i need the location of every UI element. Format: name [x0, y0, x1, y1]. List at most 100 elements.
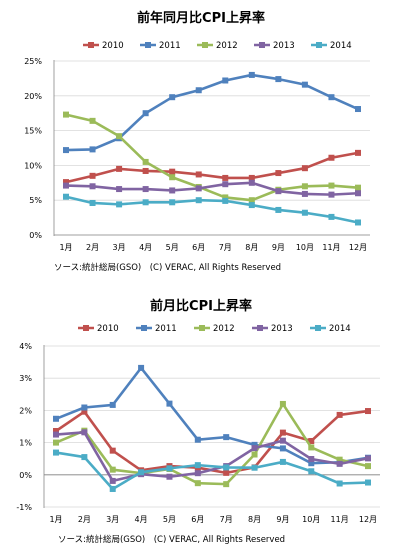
legend-entry-2012: 2012 [194, 324, 235, 334]
data-point [166, 465, 173, 472]
source-note: ソース:統計総局(GSO) (C) VERAC, All Rights Rese… [54, 262, 281, 273]
series-line [55, 366, 369, 465]
y-tick-label: 25% [24, 57, 42, 66]
data-point [308, 437, 315, 444]
data-point [109, 401, 116, 408]
data-point [248, 179, 255, 186]
data-point [89, 183, 96, 190]
data-point [223, 464, 230, 471]
legend-label: 2013 [273, 41, 295, 51]
data-point [169, 187, 176, 194]
data-point [328, 213, 335, 220]
y-tick-label: 15% [24, 127, 42, 136]
x-tick-label: 7月 [220, 515, 233, 524]
data-point [142, 186, 149, 193]
data-point [222, 197, 229, 204]
x-tick-label: 6月 [192, 243, 205, 252]
data-point [279, 429, 286, 436]
legend-swatch-marker [259, 42, 265, 48]
legend-entry-2013: 2013 [254, 41, 295, 51]
legend-swatch-marker [141, 325, 147, 331]
data-point [142, 167, 149, 174]
series-2012 [63, 111, 361, 204]
data-point [248, 197, 255, 204]
data-point [223, 469, 230, 476]
data-point [53, 415, 59, 422]
data-point [355, 149, 361, 156]
legend-entry-2010: 2010 [83, 41, 124, 51]
x-tick-label: 7月 [219, 243, 232, 252]
series-2014 [63, 193, 361, 226]
data-point [365, 479, 371, 486]
series-line [55, 430, 369, 483]
y-tick-label: 1% [19, 439, 32, 448]
x-tick-label: 11月 [322, 243, 340, 252]
data-point [169, 174, 176, 181]
legend-swatch-marker [88, 42, 94, 48]
chart-title: 前年同月比CPI上昇率 [137, 10, 265, 26]
data-point [336, 456, 343, 463]
data-point [89, 146, 96, 153]
legend-label: 2011 [155, 324, 177, 334]
data-point [53, 428, 59, 435]
data-point [169, 94, 176, 101]
legend-entry-2014: 2014 [310, 324, 351, 334]
data-point [301, 209, 308, 216]
data-point [328, 182, 335, 189]
series-2014 [53, 449, 371, 492]
legend-label: 2013 [271, 324, 293, 334]
x-tick-label: 8月 [248, 515, 261, 524]
data-point [279, 445, 286, 452]
x-tick-label: 12月 [349, 243, 367, 252]
data-point [194, 480, 201, 487]
series-line [65, 151, 359, 184]
data-point [275, 170, 282, 177]
y-tick-label: 10% [24, 161, 42, 170]
x-tick-label: 6月 [191, 515, 204, 524]
x-tick-label: 3月 [113, 243, 126, 252]
data-point [169, 199, 176, 206]
data-point [308, 456, 315, 463]
data-point [53, 439, 59, 446]
data-point [53, 431, 59, 438]
data-point [248, 71, 255, 78]
data-point [109, 485, 116, 492]
data-point [279, 400, 286, 407]
data-point [142, 158, 149, 165]
data-point [81, 429, 88, 436]
legend-swatch-marker [315, 325, 321, 331]
data-point [275, 188, 282, 195]
data-point [63, 182, 69, 189]
data-point [116, 133, 123, 140]
x-tick-label: 8月 [245, 243, 258, 252]
chart-1: 前年同月比CPI上昇率 2010 2011 2012 2013 2014 0% 5% 10% 15… [24, 10, 370, 273]
legend-swatch-marker [83, 325, 89, 331]
data-point [355, 106, 361, 113]
data-point [142, 199, 149, 206]
data-point [251, 464, 258, 471]
series-2011 [63, 71, 361, 154]
legend-entry-2013: 2013 [252, 324, 293, 334]
data-point [308, 460, 315, 467]
data-point [109, 447, 116, 454]
data-point [116, 186, 123, 193]
data-point [328, 154, 335, 161]
data-point [116, 165, 123, 172]
legend-entry-2014: 2014 [311, 41, 352, 51]
legend-label: 2012 [216, 41, 238, 51]
x-tick-label: 3月 [106, 515, 119, 524]
data-point [365, 408, 371, 415]
y-tick-label: 0% [19, 471, 32, 480]
legend-label: 2014 [330, 41, 352, 51]
series-line [55, 451, 369, 491]
data-point [166, 400, 173, 407]
source-note: ソース:統計総局(GSO) (C) VERAC, All Rights Rese… [58, 534, 285, 545]
legend-label: 2014 [329, 324, 351, 334]
y-tick-label: 4% [19, 342, 32, 351]
x-tick-label: 9月 [272, 243, 285, 252]
data-point [308, 444, 315, 451]
data-point [222, 181, 229, 188]
data-point [301, 183, 308, 190]
data-point [195, 87, 202, 94]
